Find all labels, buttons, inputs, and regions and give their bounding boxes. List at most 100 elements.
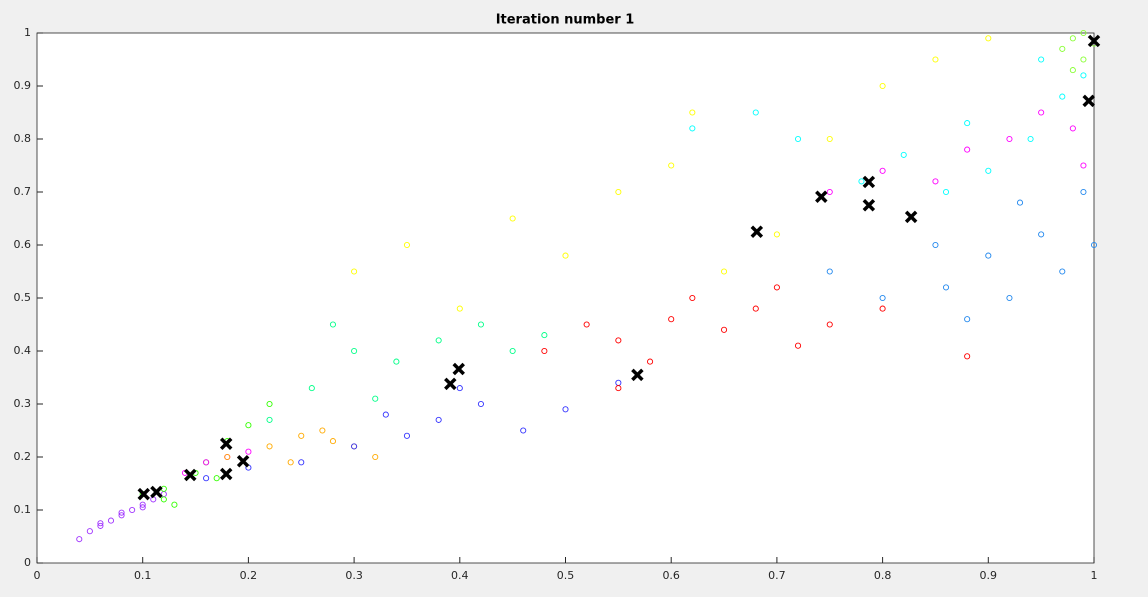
point [668,316,675,323]
centroid [862,199,876,212]
point [1059,268,1066,275]
x-tick-label: 0.7 [768,569,786,582]
point [456,305,463,312]
point [76,536,83,543]
y-tick-label: 0 [24,556,31,569]
point [689,109,696,116]
point [964,316,971,323]
y-tick-label: 0.2 [14,450,32,463]
y-tick-label: 0.4 [14,344,32,357]
centroid [236,455,250,468]
point [203,459,210,466]
centroid [1087,34,1101,48]
point [773,231,780,238]
point [1080,56,1087,63]
centroid [184,468,197,482]
point [647,358,654,365]
y-tick-label: 0.1 [14,503,32,516]
x-tick-label: 0.3 [345,569,363,582]
point [329,438,337,445]
point [826,188,833,196]
x-tick-label: 0.6 [662,569,680,582]
point [203,475,210,482]
point [900,151,907,158]
centroid [1082,94,1095,108]
point [509,215,516,222]
point [932,178,939,185]
point [879,294,886,302]
point [668,162,675,169]
point [298,459,305,466]
point [298,432,305,439]
point [879,82,886,90]
point [1038,109,1045,116]
point [1080,188,1087,196]
axes-box [36,32,1095,564]
point [615,188,622,196]
point [266,443,273,450]
point [224,453,231,461]
chart-title: Iteration number 1 [496,13,635,28]
point [752,305,759,312]
point [139,501,146,508]
y-tick-label: 0.8 [14,132,32,145]
centroid [750,225,764,238]
point [351,443,358,450]
centroid [219,467,233,481]
point [477,321,484,328]
point [1016,199,1024,206]
point [985,252,992,259]
point [541,332,548,339]
centroid [815,190,828,204]
point [942,188,950,196]
x-tick-label: 0.2 [240,569,258,582]
point [826,321,833,328]
point [171,501,178,508]
point [1090,241,1098,249]
point [562,406,569,413]
point [245,448,252,455]
point [1069,67,1076,74]
y-tick-label: 0.7 [14,185,32,198]
x-tick-label: 0.1 [134,569,152,582]
point [615,337,622,344]
point [351,347,358,355]
point [97,520,104,527]
x-tick-label: 1 [1091,569,1098,582]
point [879,305,886,312]
point [287,459,294,466]
point [351,268,358,275]
point [985,167,992,174]
point [1027,135,1034,143]
point [382,411,389,418]
point [773,284,780,291]
point [932,241,939,249]
point [372,395,379,402]
x-tick-label: 0.4 [451,569,469,582]
point [509,347,516,355]
point [139,504,146,511]
point [964,146,971,153]
point [1080,72,1087,79]
centroid [452,362,465,376]
point [942,284,950,291]
point [86,528,93,535]
point [1080,29,1087,37]
point [1069,35,1076,42]
point [932,56,939,63]
point [562,252,569,259]
point [308,385,315,392]
point [1038,56,1045,63]
centroid [862,175,876,189]
point [721,326,728,333]
point [583,321,590,328]
point [826,135,833,143]
centroid [904,210,918,224]
x-tick-label: 0.9 [980,569,998,582]
point [689,294,696,302]
point [213,475,220,482]
centroid [631,368,644,382]
point [794,342,802,349]
point [615,385,622,392]
